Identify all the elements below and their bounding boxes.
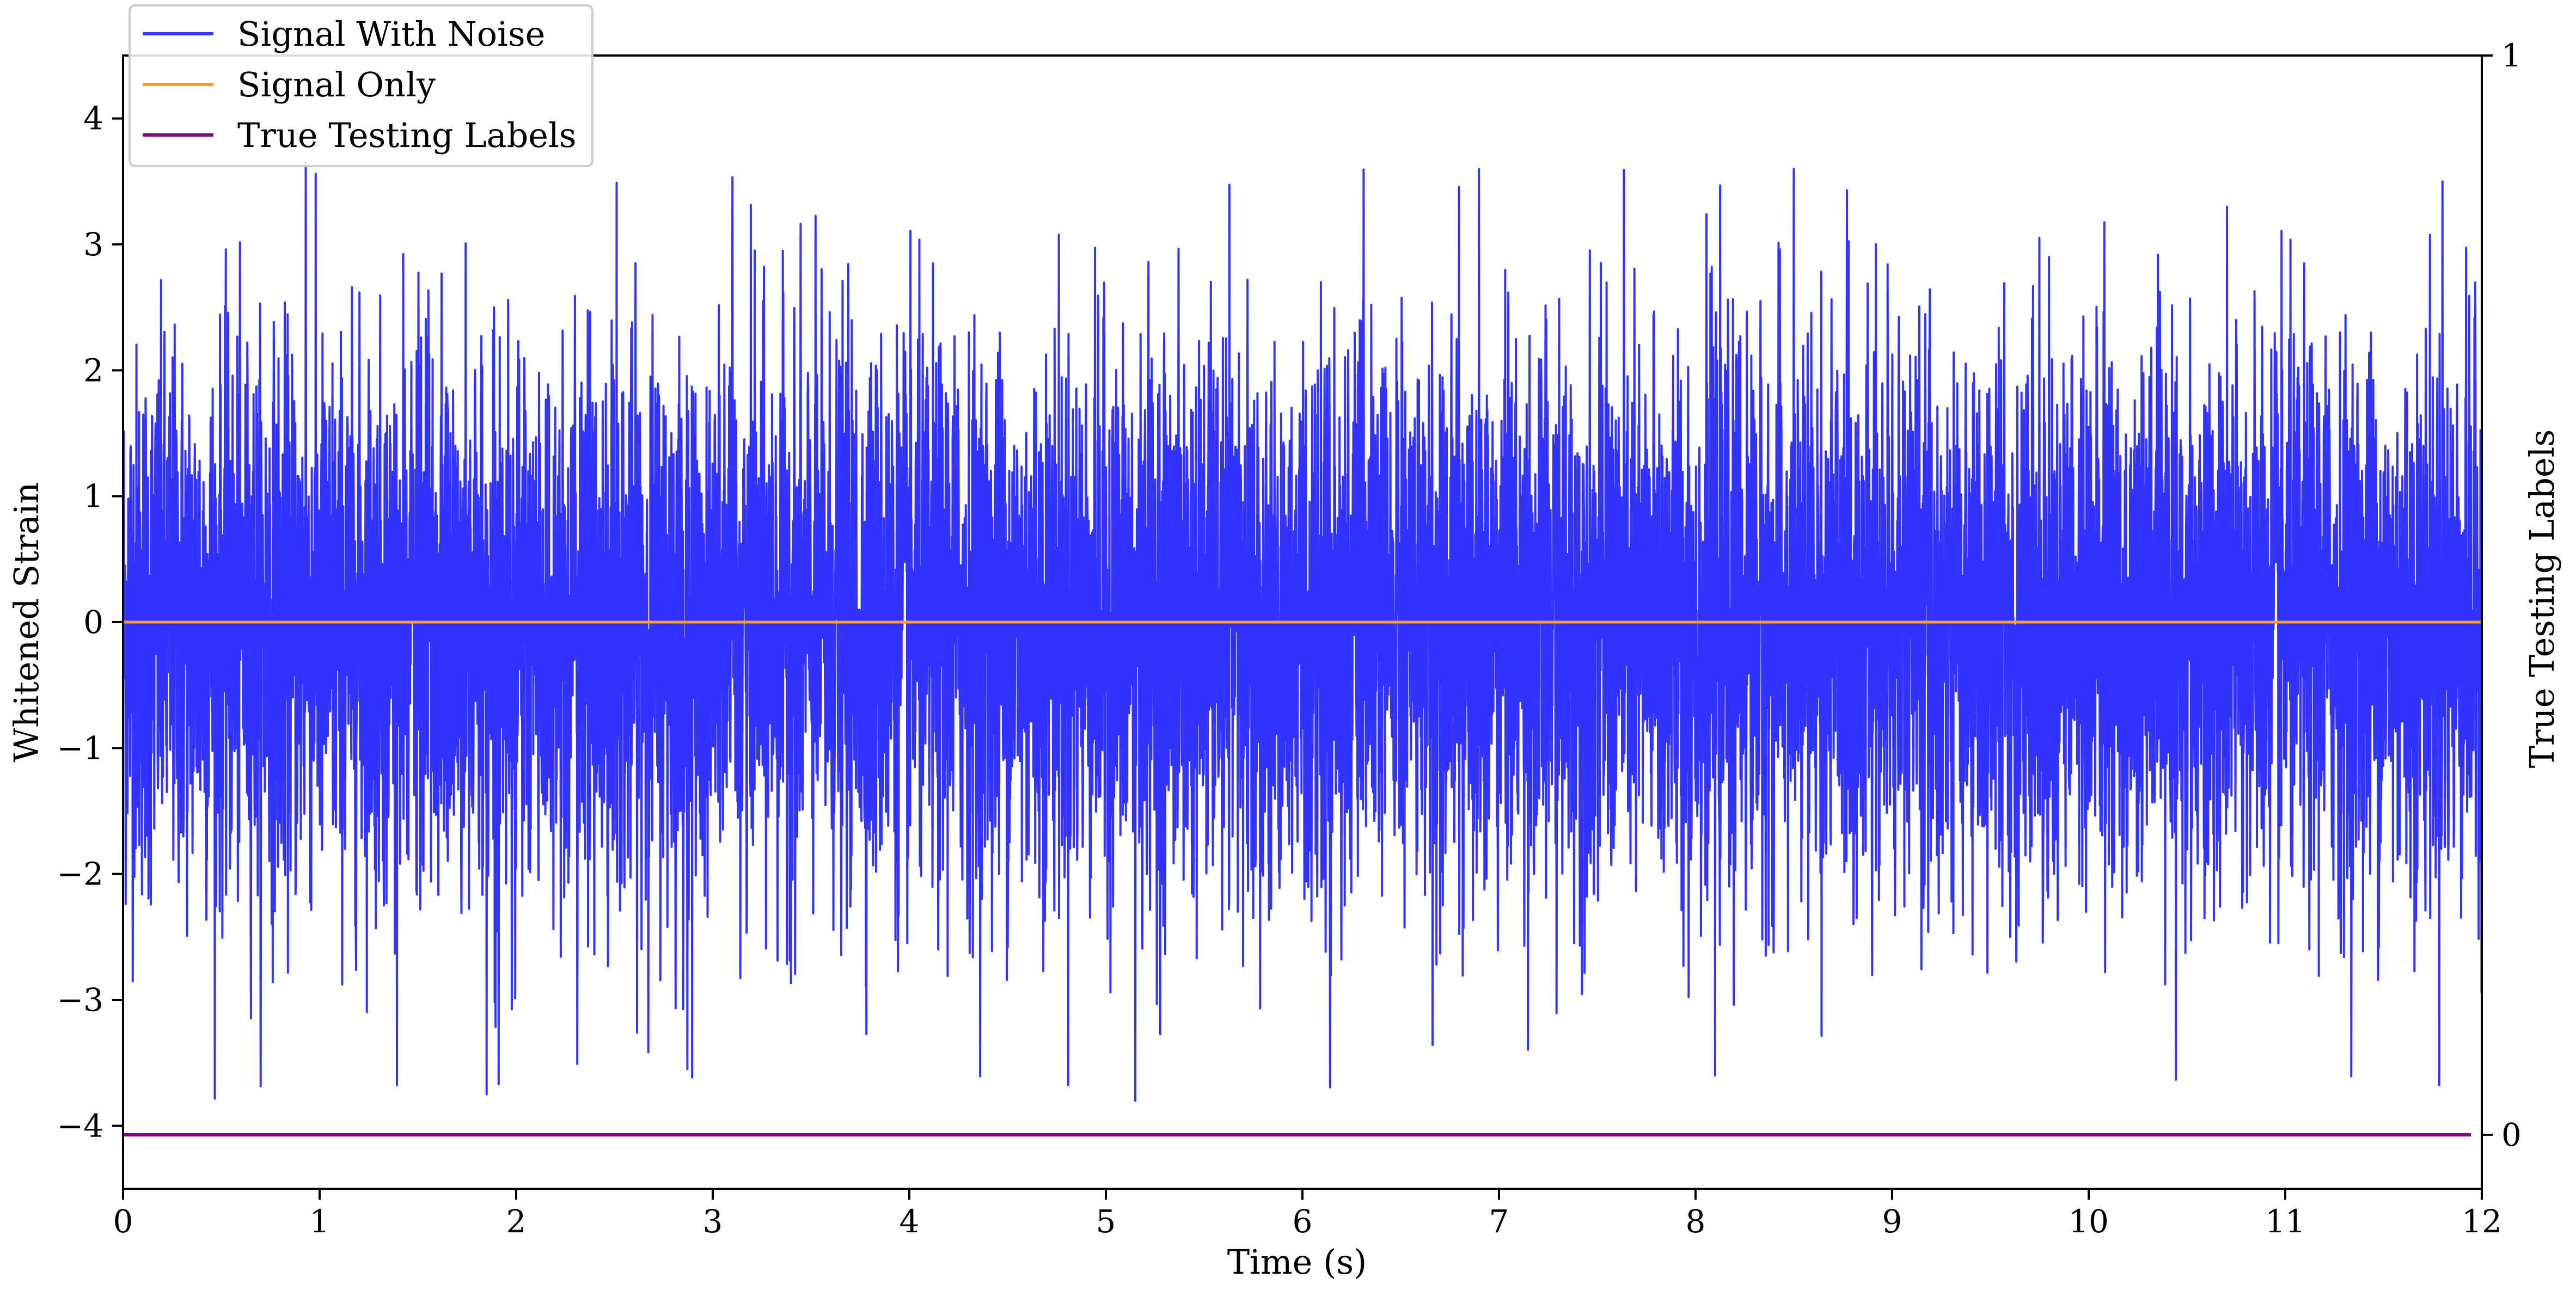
y-tick-label: −4 (57, 1107, 104, 1144)
legend-box (129, 4, 593, 167)
x-tick-label: 3 (703, 1203, 723, 1240)
legend-label-signal-with-noise: Signal With Noise (237, 14, 545, 54)
x-tick-label: 0 (113, 1203, 133, 1240)
y2-axis-title: True Testing Labels (2522, 429, 2562, 769)
y-tick-label: 4 (83, 100, 103, 137)
legend-label-true-testing-labels: True Testing Labels (237, 115, 577, 155)
y2-tick-label: 1 (2501, 37, 2522, 74)
x-tick-label: 2 (506, 1203, 527, 1240)
legend-label-signal-only: Signal Only (237, 65, 436, 105)
y-tick-label: 1 (83, 478, 103, 515)
y-tick-label: −3 (57, 981, 104, 1018)
y-tick-label: 2 (83, 352, 103, 389)
x-tick-label: 5 (1096, 1203, 1116, 1240)
x-tick-label: 1 (310, 1203, 330, 1240)
x-tick-label: 8 (1686, 1203, 1706, 1240)
y2-tick-label: 0 (2501, 1116, 2522, 1153)
x-tick-label: 9 (1882, 1203, 1902, 1240)
x-tick-label: 12 (2462, 1203, 2502, 1240)
x-tick-label: 7 (1489, 1203, 1509, 1240)
noise-series (122, 161, 2483, 1102)
y-axis-left: 4 3 2 1 0 −1 −2 −3 −4 (57, 100, 123, 1144)
y-tick-label: 3 (83, 226, 103, 263)
x-tick-label: 4 (900, 1203, 920, 1240)
x-tick-label: 10 (2069, 1203, 2109, 1240)
y-tick-label: 0 (83, 604, 103, 641)
x-axis-title: Time (s) (1227, 1242, 1367, 1282)
y-axis-right: 10 (2482, 37, 2522, 1153)
x-tick-label: 6 (1293, 1203, 1313, 1240)
legend: Signal With Noise Signal Only True Testi… (129, 4, 593, 167)
x-tick-label: 11 (2265, 1203, 2305, 1240)
y-tick-label: −2 (57, 856, 104, 893)
y-tick-label: −1 (57, 729, 104, 766)
y-axis-title: Whitened Strain (7, 482, 46, 763)
signal-with-noise-line (122, 161, 2483, 1102)
x-axis: 0 1 2 3 4 5 6 7 8 9 10 11 12 (113, 1189, 2502, 1240)
